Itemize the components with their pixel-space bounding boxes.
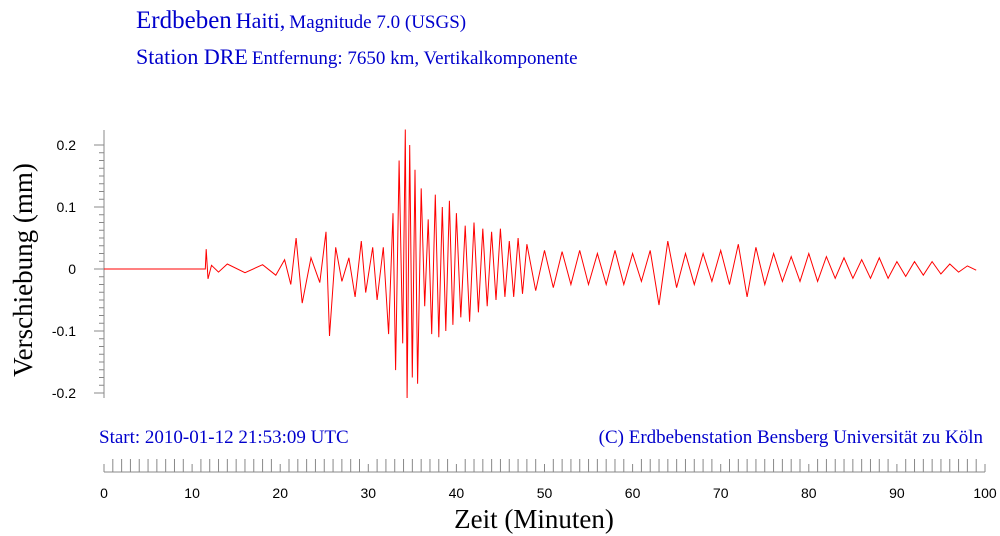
x-axis-tick-labels: 0 10 20 30 40 50 60 70 80 90 100 <box>100 485 997 501</box>
x-tick-label: 50 <box>537 485 553 501</box>
chart-subtitle: Station DRE Entfernung: 7650 km, Vertika… <box>136 44 578 69</box>
seismogram-trace <box>104 129 977 399</box>
x-tick-label: 80 <box>801 485 817 501</box>
x-tick-label: 90 <box>889 485 905 501</box>
x-axis-minor-ticks <box>103 459 986 472</box>
x-tick-label: 0 <box>100 485 108 501</box>
title-main: Erdbeben <box>136 7 232 34</box>
x-tick-label: 100 <box>973 485 997 501</box>
x-tick-label: 10 <box>184 485 200 501</box>
y-tick-label: 0 <box>68 261 76 277</box>
copyright: (C) Erdbebenstation Bensberg Universität… <box>599 427 984 448</box>
y-axis: 0.2 0.1 0 -0.1 -0.2 <box>52 130 105 401</box>
y-axis-label: Verschiebung (mm) <box>8 163 38 377</box>
chart-title: Erdbeben Haiti, Magnitude 7.0 (USGS) <box>136 7 466 34</box>
y-tick-label: -0.2 <box>52 385 76 401</box>
x-tick-label: 30 <box>361 485 377 501</box>
x-tick-label: 60 <box>625 485 641 501</box>
station-main: Station DRE <box>136 44 248 69</box>
title-magnitude: Magnitude 7.0 (USGS) <box>289 12 466 33</box>
y-tick-label: 0.1 <box>57 199 77 215</box>
x-axis-label: Zeit (Minuten) <box>454 504 614 534</box>
title-place: Haiti, <box>236 8 286 33</box>
x-tick-label: 70 <box>713 485 729 501</box>
y-tick-label: -0.1 <box>52 323 76 339</box>
y-tick-label: 0.2 <box>57 137 77 153</box>
x-axis: 0 10 20 30 40 50 60 70 80 90 100 <box>100 459 997 501</box>
x-tick-label: 40 <box>449 485 465 501</box>
y-axis-tick-labels: 0.2 0.1 0 -0.1 -0.2 <box>52 137 76 401</box>
start-time: Start: 2010-01-12 21:53:09 UTC <box>99 427 349 448</box>
x-tick-label: 20 <box>272 485 288 501</box>
station-detail: Entfernung: 7650 km, Vertikalkomponente <box>252 48 578 69</box>
y-axis-minor-ticks <box>94 144 104 394</box>
